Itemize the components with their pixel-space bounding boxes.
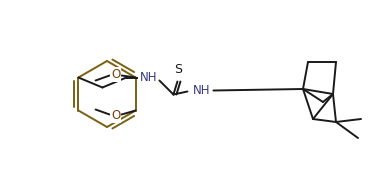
Text: NH: NH [193, 84, 210, 97]
Text: NH: NH [140, 71, 157, 84]
Text: O: O [111, 109, 120, 122]
Text: O: O [111, 68, 120, 81]
Text: S: S [174, 63, 182, 76]
